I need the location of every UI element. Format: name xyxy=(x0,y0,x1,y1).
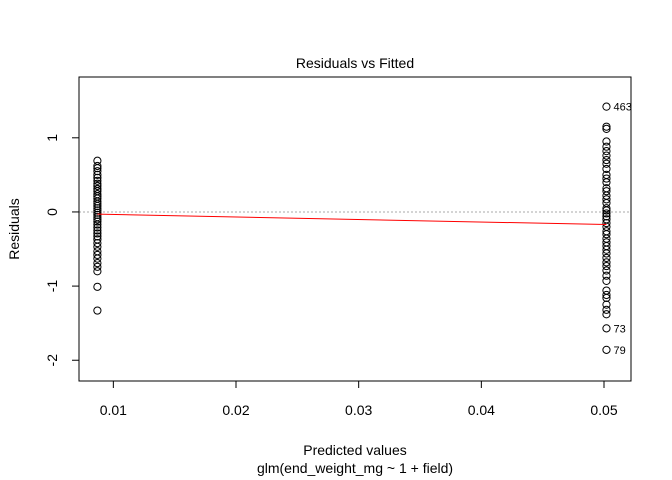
data-point xyxy=(602,290,611,300)
point-labels: 463 73 79 xyxy=(613,102,631,357)
data-point xyxy=(602,324,611,333)
data-point xyxy=(602,204,611,213)
data-point xyxy=(602,218,611,228)
data-point xyxy=(602,300,611,309)
data-point xyxy=(93,201,102,211)
data-point xyxy=(602,102,611,111)
smooth-fit-line xyxy=(97,213,607,226)
data-point xyxy=(602,276,611,286)
data-point xyxy=(602,261,611,271)
data-point xyxy=(93,197,102,206)
data-point xyxy=(602,195,611,204)
data-point xyxy=(93,161,102,171)
data-point xyxy=(93,229,102,238)
data-point xyxy=(602,271,611,280)
data-point xyxy=(93,267,102,276)
y-axis: -2 -1 0 1 xyxy=(44,134,80,367)
x-tick-label: 0.03 xyxy=(345,402,372,418)
data-point xyxy=(93,242,102,251)
plot-frame xyxy=(78,76,632,382)
outlier-label: 79 xyxy=(613,345,625,357)
data-point xyxy=(93,250,102,260)
data-point xyxy=(93,181,102,191)
x-axis-subtitle: glm(end_weight_mg ~ 1 + field) xyxy=(257,460,453,476)
data-point xyxy=(602,253,611,263)
x-axis-title: Predicted values xyxy=(303,442,407,458)
data-point xyxy=(602,345,611,354)
data-point xyxy=(602,212,611,221)
data-point xyxy=(602,230,611,239)
data-point xyxy=(602,142,611,151)
data-point xyxy=(602,124,611,134)
data-point xyxy=(602,151,611,160)
y-tick-label: -1 xyxy=(44,280,60,293)
data-point xyxy=(93,306,102,315)
data-points xyxy=(93,102,611,354)
data-point xyxy=(93,204,102,213)
data-point xyxy=(602,293,611,303)
y-tick-label: -2 xyxy=(44,354,60,367)
y-axis-title: Residuals xyxy=(6,198,22,259)
data-point xyxy=(93,199,102,208)
data-point xyxy=(93,254,102,263)
data-point xyxy=(602,178,611,187)
data-point xyxy=(93,282,102,291)
x-axis: 0.01 0.02 0.03 0.04 0.05 xyxy=(100,380,618,418)
x-tick-label: 0.04 xyxy=(468,402,495,418)
data-point xyxy=(602,209,611,218)
data-point xyxy=(93,262,102,271)
y-tick-label: 0 xyxy=(44,208,60,216)
data-point xyxy=(93,238,102,248)
data-point xyxy=(93,226,102,235)
x-tick-label: 0.02 xyxy=(222,402,249,418)
data-point xyxy=(602,147,611,156)
data-point xyxy=(602,122,611,131)
data-point xyxy=(93,223,102,232)
data-point xyxy=(602,310,611,319)
data-point xyxy=(602,164,611,174)
data-point xyxy=(602,187,611,196)
data-point xyxy=(602,305,611,314)
data-point xyxy=(602,206,611,215)
data-point xyxy=(93,217,102,226)
data-point xyxy=(93,259,102,268)
data-point xyxy=(93,215,102,224)
data-point xyxy=(93,220,102,229)
data-point xyxy=(93,232,102,241)
data-point xyxy=(93,167,102,176)
outlier-label: 463 xyxy=(613,102,631,114)
data-point xyxy=(602,155,611,165)
data-point xyxy=(602,258,611,267)
data-point xyxy=(602,159,611,168)
data-point xyxy=(93,208,102,217)
data-point xyxy=(93,210,102,220)
data-point xyxy=(602,137,611,146)
data-point xyxy=(93,176,102,185)
data-point xyxy=(602,249,611,258)
data-point xyxy=(93,170,102,179)
plot-area: 463 73 79 xyxy=(78,76,632,382)
chart-title: Residuals vs Fitted xyxy=(296,55,414,71)
data-point xyxy=(602,174,611,183)
data-point xyxy=(93,173,102,182)
x-tick-label: 0.01 xyxy=(100,402,127,418)
data-point xyxy=(93,164,102,173)
x-tick-label: 0.05 xyxy=(590,402,617,418)
outlier-label: 73 xyxy=(613,323,625,335)
data-point xyxy=(602,245,611,254)
data-point xyxy=(93,206,102,215)
data-point xyxy=(602,266,611,275)
y-tick-label: 1 xyxy=(44,134,60,142)
